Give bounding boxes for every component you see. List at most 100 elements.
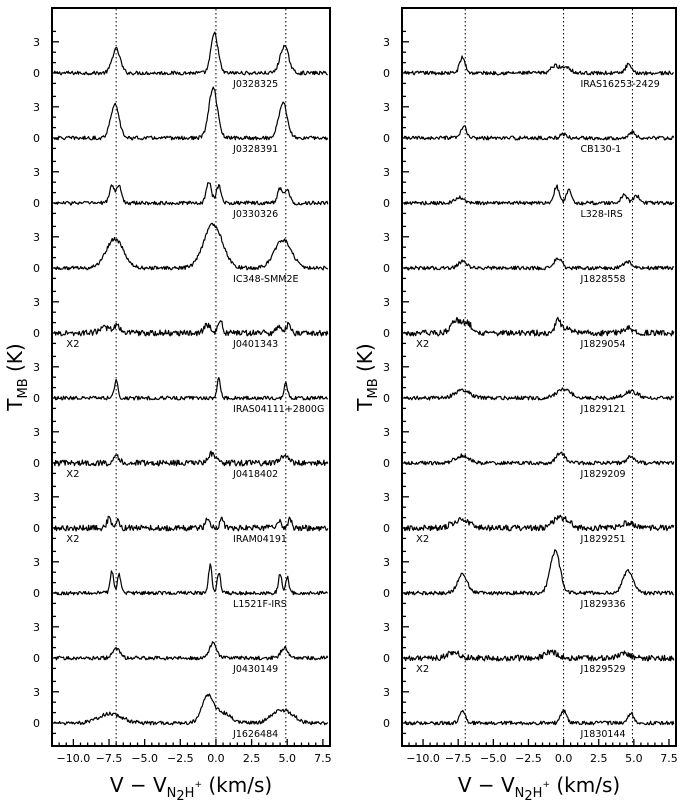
scale-factor-label: X2 (66, 469, 79, 480)
spectrum-line (403, 514, 675, 532)
spectrum-line (53, 377, 329, 401)
y-tick-label: 3 (33, 556, 40, 569)
x-tick-label: −10.0 (57, 752, 91, 765)
y-tick-label: 3 (383, 621, 390, 634)
x-tick-label: 7.5 (314, 752, 332, 765)
spectrum-line (403, 316, 675, 337)
spectrum-line (403, 55, 674, 76)
y-tick-label: 3 (33, 166, 40, 179)
y-tick-label: 0 (383, 587, 390, 600)
y-tick-label: 0 (383, 327, 390, 340)
spectrum-line (53, 693, 329, 726)
spectrum-J0430149: 0 3 J0430149 (33, 615, 329, 675)
spectrum-IRAS04111+2800G: 0 3 IRAS04111+2800G (33, 355, 329, 415)
spectrum-line (403, 649, 675, 662)
scale-factor-label: X2 (416, 664, 429, 675)
source-label: J0330326 (232, 209, 278, 220)
spectrum-J1828558: 0 3 J1828558 (383, 225, 675, 285)
x-tick-label: −5.0 (131, 752, 158, 765)
y-tick-label: 0 (33, 457, 40, 470)
source-label: CB130-1 (580, 144, 621, 155)
spectrum-J0401343: 0 3 J0401343 X2 (33, 290, 329, 350)
spectrum-line (403, 125, 675, 141)
scale-factor-label: X2 (416, 534, 429, 545)
left-panel: −10.0 −7.5 −5.0 −2.5 0.0 2.5 5.0 7.503J03283250… (3, 7, 332, 804)
y-tick-label: 0 (383, 132, 390, 145)
x-tick-label: 2.5 (243, 752, 261, 765)
spectrum-L1521F-IRS: 0 3 L1521F-IRS (33, 550, 328, 610)
source-label: L328-IRS (580, 209, 622, 220)
y-tick-label: 3 (383, 361, 390, 374)
x-tick-label: 0.0 (207, 752, 225, 765)
source-label: IRAS16253-2429 (580, 79, 659, 90)
y-tick-label: 0 (33, 67, 40, 80)
x-tick-label: 5.0 (625, 752, 643, 765)
spectrum-line (403, 549, 674, 596)
y-tick-label: 3 (33, 101, 40, 114)
spectrum-J1829121: 0 3 J1829121 (383, 355, 675, 415)
y-tick-label: 0 (33, 197, 40, 210)
spectrum-J1829251: 0 3 J1829251 X2 (383, 485, 675, 545)
spectrum-J0328325: 0 3 J0328325 (33, 30, 328, 90)
y-tick-label: 3 (33, 361, 40, 374)
source-label: IRAS04111+2800G (233, 404, 324, 415)
x-tick-label: −5.0 (480, 752, 507, 765)
y-tick-label: 3 (383, 36, 390, 49)
spectrum-line (53, 86, 329, 141)
spectrum-IC348-SMM2E: 0 3 IC348-SMM2E (33, 222, 329, 285)
y-tick-label: 3 (33, 231, 40, 244)
spectrum-J1829054: 0 3 J1829054 X2 (383, 290, 675, 350)
y-tick-label: 0 (383, 652, 390, 665)
y-axis-title: TMB (K) (353, 343, 381, 411)
y-axis-title: TMB (K) (3, 343, 31, 411)
spectrum-J1830144: 0 3 J1830144 (383, 680, 675, 740)
y-tick-label: 3 (383, 426, 390, 439)
source-label: J1828558 (579, 274, 625, 285)
source-label: J1829251 (579, 534, 625, 545)
source-label: J1829209 (579, 469, 625, 480)
spectrum-line (403, 184, 675, 206)
scale-factor-label: X2 (66, 534, 79, 545)
spectrum-L328-IRS: 0 3 L328-IRS (383, 160, 675, 220)
y-tick-label: 3 (33, 621, 40, 634)
y-tick-label: 3 (33, 491, 40, 504)
source-label: L1521F-IRS (233, 599, 287, 610)
x-tick-label: 2.5 (590, 752, 608, 765)
source-label: J1830144 (579, 729, 625, 740)
y-tick-label: 0 (33, 522, 40, 535)
x-tick-label: 0.0 (555, 752, 573, 765)
y-tick-label: 0 (383, 392, 390, 405)
y-tick-label: 0 (33, 717, 40, 730)
y-tick-label: 0 (383, 522, 390, 535)
x-tick-label: −2.5 (167, 752, 194, 765)
source-label: J0328325 (232, 79, 278, 90)
spectrum-line (53, 515, 329, 532)
spectrum-J1829209: 0 3 J1829209 (383, 420, 675, 480)
source-label: J1626484 (232, 729, 278, 740)
plot-frame (401, 7, 677, 747)
source-label: IC348-SMM2E (233, 274, 298, 285)
y-tick-label: 3 (33, 426, 40, 439)
spectrum-IRAM04191: 0 3 IRAM04191 X2 (33, 485, 329, 545)
x-tick-label: 7.5 (660, 752, 678, 765)
spectrum-J1829529: 0 3 J1829529 X2 (383, 615, 675, 675)
scale-factor-label: X2 (416, 339, 429, 350)
spectrum-line (53, 182, 329, 206)
y-tick-label: 3 (33, 36, 40, 49)
right-panel: −10.0 −7.5 −5.0 −2.5 0.0 2.5 5.0 7.5 0 3 IRAS16253… (353, 7, 678, 804)
spectrum-line (53, 450, 329, 467)
spectrum-IRAS16253-2429: 0 3 IRAS16253-2429 (383, 30, 674, 90)
source-label: J0328391 (232, 144, 278, 155)
y-tick-label: 3 (383, 686, 390, 699)
spectrum-J0328391: 0 3 J0328391 (33, 86, 329, 155)
spectrum-line (53, 31, 328, 76)
y-tick-label: 3 (383, 491, 390, 504)
spectrum-J1626484: 0 3 J1626484 (33, 680, 329, 740)
scale-factor-label: X2 (66, 339, 79, 350)
x-tick-label: −2.5 (515, 752, 542, 765)
y-tick-label: 3 (33, 686, 40, 699)
y-tick-label: 3 (383, 296, 390, 309)
source-label: J1829054 (579, 339, 625, 350)
x-axis-title: V − VN2H+ (km/s) (110, 773, 272, 804)
